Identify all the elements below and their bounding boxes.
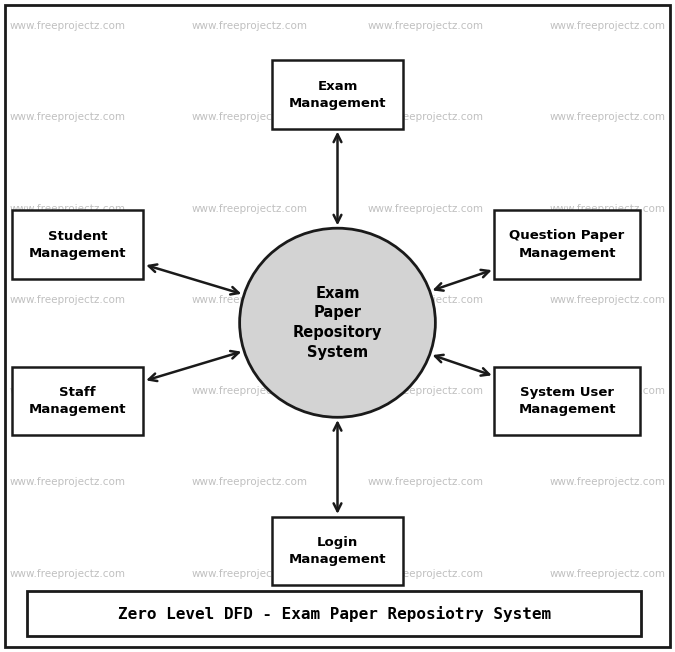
- FancyBboxPatch shape: [12, 210, 144, 279]
- Text: www.freeprojectz.com: www.freeprojectz.com: [367, 21, 483, 31]
- Text: Zero Level DFD - Exam Paper Reposiotry System: Zero Level DFD - Exam Paper Reposiotry S…: [117, 606, 551, 621]
- Text: www.freeprojectz.com: www.freeprojectz.com: [549, 21, 666, 31]
- Text: www.freeprojectz.com: www.freeprojectz.com: [549, 569, 666, 579]
- Text: www.freeprojectz.com: www.freeprojectz.com: [549, 295, 666, 305]
- FancyBboxPatch shape: [27, 591, 641, 636]
- Text: www.freeprojectz.com: www.freeprojectz.com: [549, 112, 666, 123]
- Text: www.freeprojectz.com: www.freeprojectz.com: [192, 203, 308, 214]
- Text: www.freeprojectz.com: www.freeprojectz.com: [549, 203, 666, 214]
- FancyBboxPatch shape: [12, 366, 144, 436]
- Text: Student
Management: Student Management: [29, 230, 126, 259]
- Text: www.freeprojectz.com: www.freeprojectz.com: [192, 569, 308, 579]
- Text: Exam
Management: Exam Management: [289, 80, 386, 110]
- Text: www.freeprojectz.com: www.freeprojectz.com: [367, 295, 483, 305]
- Text: www.freeprojectz.com: www.freeprojectz.com: [192, 477, 308, 488]
- Text: www.freeprojectz.com: www.freeprojectz.com: [9, 569, 126, 579]
- Text: Login
Management: Login Management: [289, 536, 386, 566]
- Text: www.freeprojectz.com: www.freeprojectz.com: [549, 477, 666, 488]
- Text: www.freeprojectz.com: www.freeprojectz.com: [9, 477, 126, 488]
- FancyBboxPatch shape: [494, 366, 639, 436]
- Text: www.freeprojectz.com: www.freeprojectz.com: [367, 112, 483, 123]
- Text: Question Paper
Management: Question Paper Management: [510, 230, 624, 259]
- Text: www.freeprojectz.com: www.freeprojectz.com: [192, 21, 308, 31]
- FancyBboxPatch shape: [271, 61, 403, 128]
- Text: www.freeprojectz.com: www.freeprojectz.com: [192, 386, 308, 396]
- Text: www.freeprojectz.com: www.freeprojectz.com: [9, 386, 126, 396]
- FancyBboxPatch shape: [494, 210, 639, 279]
- Text: www.freeprojectz.com: www.freeprojectz.com: [549, 386, 666, 396]
- Text: www.freeprojectz.com: www.freeprojectz.com: [9, 295, 126, 305]
- Text: www.freeprojectz.com: www.freeprojectz.com: [367, 569, 483, 579]
- Text: Staff
Management: Staff Management: [29, 386, 126, 416]
- Text: System User
Management: System User Management: [518, 386, 616, 416]
- Text: www.freeprojectz.com: www.freeprojectz.com: [367, 386, 483, 396]
- FancyBboxPatch shape: [271, 516, 403, 585]
- Circle shape: [240, 228, 435, 417]
- Text: www.freeprojectz.com: www.freeprojectz.com: [192, 295, 308, 305]
- Text: www.freeprojectz.com: www.freeprojectz.com: [367, 477, 483, 488]
- Text: www.freeprojectz.com: www.freeprojectz.com: [9, 112, 126, 123]
- Text: www.freeprojectz.com: www.freeprojectz.com: [367, 203, 483, 214]
- Text: www.freeprojectz.com: www.freeprojectz.com: [9, 203, 126, 214]
- Text: www.freeprojectz.com: www.freeprojectz.com: [192, 112, 308, 123]
- Text: www.freeprojectz.com: www.freeprojectz.com: [9, 21, 126, 31]
- Text: Exam
Paper
Repository
System: Exam Paper Repository System: [293, 286, 382, 360]
